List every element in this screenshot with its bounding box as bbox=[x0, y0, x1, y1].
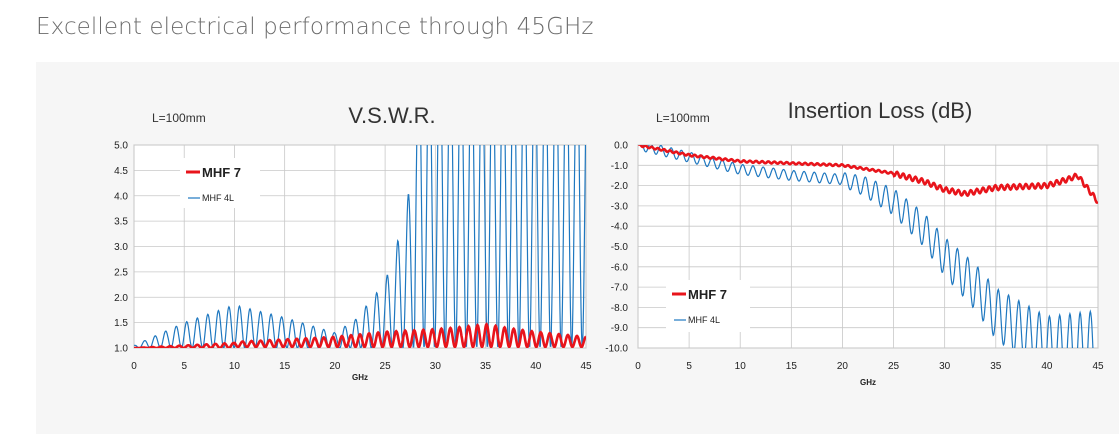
vswr-y-tick-label: 4.5 bbox=[114, 166, 128, 177]
vswr-y-tick-label: 4.0 bbox=[114, 191, 128, 202]
insertion-loss-y-tick-label: -6.0 bbox=[611, 262, 629, 273]
insertion-loss-legend-box bbox=[666, 280, 750, 332]
vswr-length-annotation: L=100mm bbox=[152, 111, 206, 125]
insertion-loss-x-tick-label: 25 bbox=[888, 361, 900, 372]
vswr-y-tick-label: 5.0 bbox=[114, 141, 128, 152]
insertion-loss-y-tick-label: -1.0 bbox=[611, 161, 629, 172]
vswr-y-tick-label: 2.5 bbox=[114, 267, 128, 278]
vswr-x-tick-label: 30 bbox=[430, 361, 442, 372]
insertion-loss-x-tick-label: 40 bbox=[1041, 361, 1053, 372]
insertion-loss-y-tick-label: -9.0 bbox=[611, 323, 629, 334]
insertion-loss-x-tick-label: 20 bbox=[837, 361, 849, 372]
vswr-x-tick-label: 20 bbox=[329, 361, 341, 372]
insertion-loss-x-tick-label: 10 bbox=[735, 361, 747, 372]
vswr-x-tick-label: 35 bbox=[480, 361, 492, 372]
insertion-loss-x-tick-label: 45 bbox=[1092, 361, 1104, 372]
insertion-loss-x-tick-label: 35 bbox=[990, 361, 1002, 372]
vswr-x-axis-label: GHz bbox=[352, 373, 368, 382]
vswr-x-tick-label: 25 bbox=[380, 361, 392, 372]
insertion-loss-y-tick-label: -8.0 bbox=[611, 303, 629, 314]
insertion-loss-x-tick-label: 0 bbox=[635, 361, 641, 372]
insertion-loss-series-mhf-7-line bbox=[638, 145, 1098, 205]
vswr-legend-box bbox=[180, 158, 260, 208]
vswr-y-tick-label: 1.5 bbox=[114, 318, 128, 329]
insertion-loss-x-tick-label: 15 bbox=[786, 361, 798, 372]
vswr-legend-label-mhf-7: MHF 7 bbox=[202, 165, 241, 180]
vswr-x-tick-label: 45 bbox=[580, 361, 592, 372]
vswr-series-mhf-7-line bbox=[134, 322, 586, 348]
insertion-loss-length-annotation: L=100mm bbox=[656, 111, 710, 125]
insertion-loss-y-tick-label: -5.0 bbox=[611, 242, 629, 253]
vswr-y-tick-label: 2.0 bbox=[114, 293, 128, 304]
insertion-loss-x-tick-label: 5 bbox=[686, 361, 692, 372]
insertion-loss-y-tick-label: -2.0 bbox=[611, 181, 629, 192]
vswr-series-mhf-4l-line bbox=[134, 145, 586, 348]
vswr-legend-label-mhf-4l: MHF 4L bbox=[202, 193, 234, 203]
vswr-x-tick-label: 15 bbox=[279, 361, 291, 372]
vswr-title: V.S.W.R. bbox=[348, 103, 435, 128]
vswr-y-tick-label: 3.0 bbox=[114, 242, 128, 253]
insertion-loss-y-tick-label: -3.0 bbox=[611, 201, 629, 212]
insertion-loss-x-tick-label: 30 bbox=[939, 361, 951, 372]
insertion-loss-y-tick-label: 0.0 bbox=[614, 141, 628, 152]
vswr-x-tick-label: 5 bbox=[181, 361, 187, 372]
vswr-x-tick-label: 10 bbox=[229, 361, 241, 372]
insertion-loss-y-tick-label: -4.0 bbox=[611, 222, 629, 233]
insertion-loss-legend-label-mhf-4l: MHF 4L bbox=[688, 315, 720, 325]
insertion-loss-y-tick-label: -10.0 bbox=[605, 344, 628, 355]
insertion-loss-title: Insertion Loss (dB) bbox=[788, 98, 973, 123]
vswr-x-tick-label: 0 bbox=[131, 361, 137, 372]
vswr-y-tick-label: 3.5 bbox=[114, 217, 128, 228]
insertion-loss-x-axis-label: GHz bbox=[860, 378, 876, 387]
vswr-x-tick-label: 40 bbox=[530, 361, 542, 372]
vswr-y-tick-label: 1.0 bbox=[114, 344, 128, 355]
insertion-loss-legend-label-mhf-7: MHF 7 bbox=[688, 287, 727, 302]
page-heading: Excellent electrical performance through… bbox=[36, 14, 594, 40]
insertion-loss-y-tick-label: -7.0 bbox=[611, 283, 629, 294]
insertion-loss-series-mhf-4l-line bbox=[638, 145, 1098, 348]
